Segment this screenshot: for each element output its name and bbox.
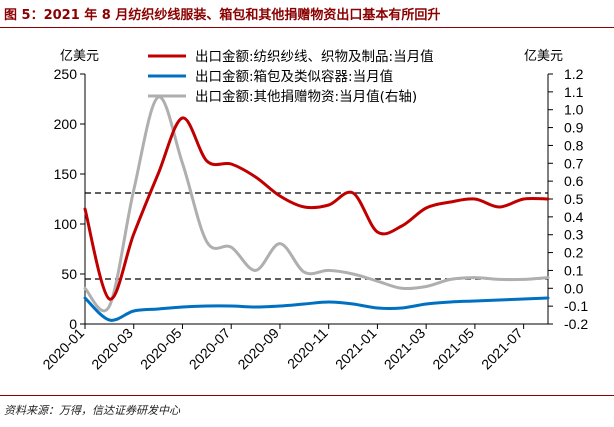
left-axis-tick-label: 50 — [61, 266, 77, 282]
right-axis-unit: 亿美元 — [524, 49, 563, 64]
right-axis-tick-label: -0.2 — [564, 316, 588, 332]
legend-item-textile: 出口金额:纺织纱线、织物及制品:当月值 — [148, 49, 434, 65]
right-axis-tick-label: 0.1 — [564, 262, 584, 278]
legend-item-luggage: 出口金额:箱包及类似容器:当月值 — [148, 68, 393, 85]
x-axis-tick-label: 2021-07 — [478, 325, 526, 373]
x-axis-tick-label: 2020-11 — [284, 325, 331, 372]
legend-label: 出口金额:其他捐赠物资:当月值(右轴) — [195, 89, 417, 105]
right-axis-tick-label: 0.5 — [564, 191, 584, 207]
left-axis-tick-label: 100 — [54, 216, 78, 232]
left-axis-unit: 亿美元 — [60, 49, 99, 64]
x-axis-tick-label: 2020-07 — [186, 325, 234, 373]
dashed-reference-lines — [85, 192, 548, 280]
x-axis-tick-label: 2020-03 — [88, 325, 136, 373]
left-axis-tick-label: 250 — [54, 66, 78, 82]
figure-title-bar: 图 5：2021 年 8 月纺织纱线服装、箱包和其他捐赠物资出口基本有所回升 — [0, 0, 614, 26]
left-axis-tick-label: 150 — [54, 166, 78, 182]
right-axis-tick-label: 1.0 — [564, 102, 584, 118]
right-axis-tick-label: -0.1 — [564, 298, 588, 314]
legend-label: 出口金额:纺织纱线、织物及制品:当月值 — [195, 49, 434, 65]
title-rule — [0, 27, 614, 28]
figure-source: 资料来源：万得，信达证券研发中心 — [4, 404, 180, 417]
x-axis-tick-label: 2021-01 — [332, 325, 380, 373]
x-axis-tick-label: 2020-09 — [234, 325, 282, 373]
right-axis-tick-label: 1.2 — [564, 66, 584, 82]
series-textile-line — [83, 116, 550, 301]
right-axis-tick-label: 0.3 — [564, 227, 584, 243]
line-chart: 0 50 100 150 200 250 -0.2 -0.1 0.0 0.10.2 0.3 0.4 0.… — [39, 49, 588, 372]
x-axis-tick-label: 2021-03 — [381, 325, 429, 373]
footer-rule — [0, 395, 614, 396]
right-axis-tick-label: 0.4 — [564, 209, 584, 225]
series-luggage-line — [83, 296, 550, 322]
right-axis-tick-label: 0.6 — [564, 173, 584, 189]
left-axis-tick-label: 0 — [69, 316, 77, 332]
right-axis-tick-label: 1.1 — [564, 84, 584, 100]
legend-item-donated-goods: 出口金额:其他捐赠物资:当月值(右轴) — [148, 89, 417, 105]
x-axis-tick-label: 2021-05 — [429, 325, 477, 373]
x-axis-tick-label: 2020-05 — [137, 325, 185, 373]
right-axis-tick-label: 0.0 — [564, 280, 584, 296]
figure-title: 图 5：2021 年 8 月纺织纱线服装、箱包和其他捐赠物资出口基本有所回升 — [4, 8, 441, 23]
right-axis-tick-label: 0.2 — [564, 245, 584, 261]
right-axis-tick-label: 0.9 — [564, 120, 584, 136]
right-axis-tick-label: 0.7 — [564, 155, 584, 171]
right-axis-tick-label: 0.8 — [564, 137, 584, 153]
series-donated-goods-line — [83, 95, 550, 313]
legend-label: 出口金额:箱包及类似容器:当月值 — [195, 68, 393, 85]
series-layer — [83, 95, 550, 322]
x-axis-tick-label: 2020-01 — [39, 325, 87, 373]
left-axis-tick-label: 200 — [54, 116, 78, 132]
legend: 出口金额:纺织纱线、织物及制品:当月值出口金额:箱包及类似容器:当月值出口金额:… — [148, 49, 434, 105]
chart-axes: 0 50 100 150 200 250 -0.2 -0.1 0.0 0.10.2 0.3 0.4 0.… — [39, 66, 588, 372]
